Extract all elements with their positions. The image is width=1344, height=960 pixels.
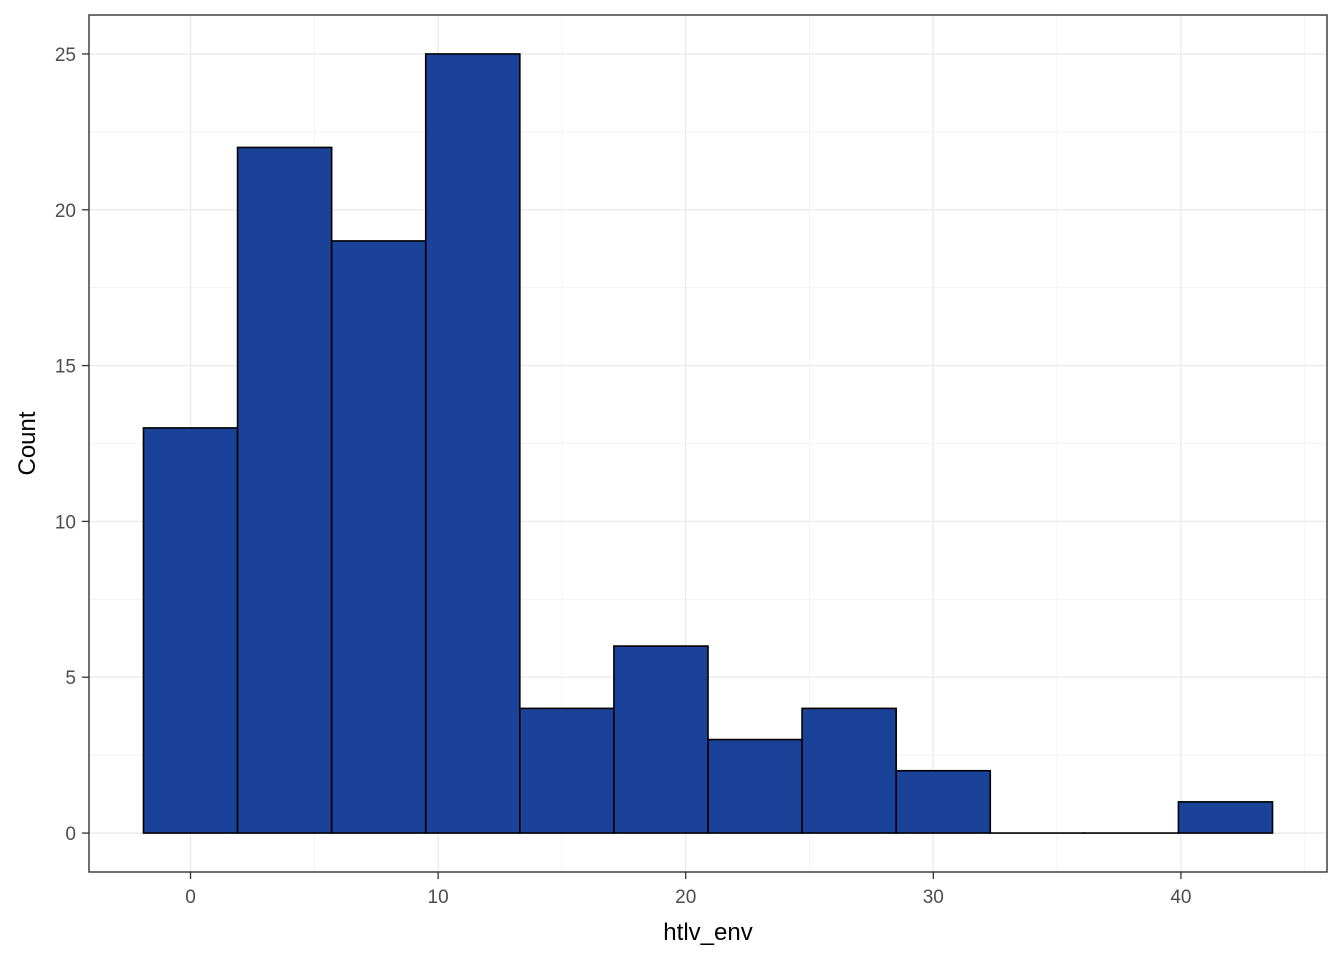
histogram-bar-7 — [801, 707, 897, 834]
y-tick-label: 20 — [55, 201, 76, 222]
histogram-bar-2 — [330, 240, 427, 834]
x-tick-label: 20 — [675, 887, 696, 908]
y-tick-label: 25 — [55, 45, 76, 66]
histogram-bar-8 — [895, 769, 992, 834]
histogram-bar-5 — [613, 645, 709, 834]
histogram-bar-6 — [707, 738, 803, 834]
x-axis-ticks: 0 10 20 30 40 — [185, 872, 1191, 908]
histogram-bar-1 — [236, 146, 333, 834]
y-axis-title: Count — [14, 411, 41, 475]
x-tick-label: 30 — [923, 887, 944, 908]
y-tick-label: 10 — [55, 512, 76, 533]
histogram-bar-3 — [424, 53, 521, 834]
histogram-bars — [142, 53, 1274, 834]
histogram-bar-11 — [1177, 801, 1274, 834]
x-tick-label: 0 — [185, 887, 196, 908]
y-tick-label: 0 — [65, 824, 76, 845]
y-axis-ticks: 0 5 10 15 20 25 — [55, 45, 89, 845]
x-tick-label: 10 — [428, 887, 449, 908]
panel-border — [88, 14, 1328, 873]
histogram-bar-4 — [519, 707, 615, 834]
y-tick-label: 5 — [65, 668, 76, 689]
histogram-bar-0 — [142, 427, 239, 834]
x-axis-title: htlv_env — [663, 919, 752, 946]
y-tick-label: 15 — [55, 357, 76, 378]
x-tick-label: 40 — [1170, 887, 1191, 908]
